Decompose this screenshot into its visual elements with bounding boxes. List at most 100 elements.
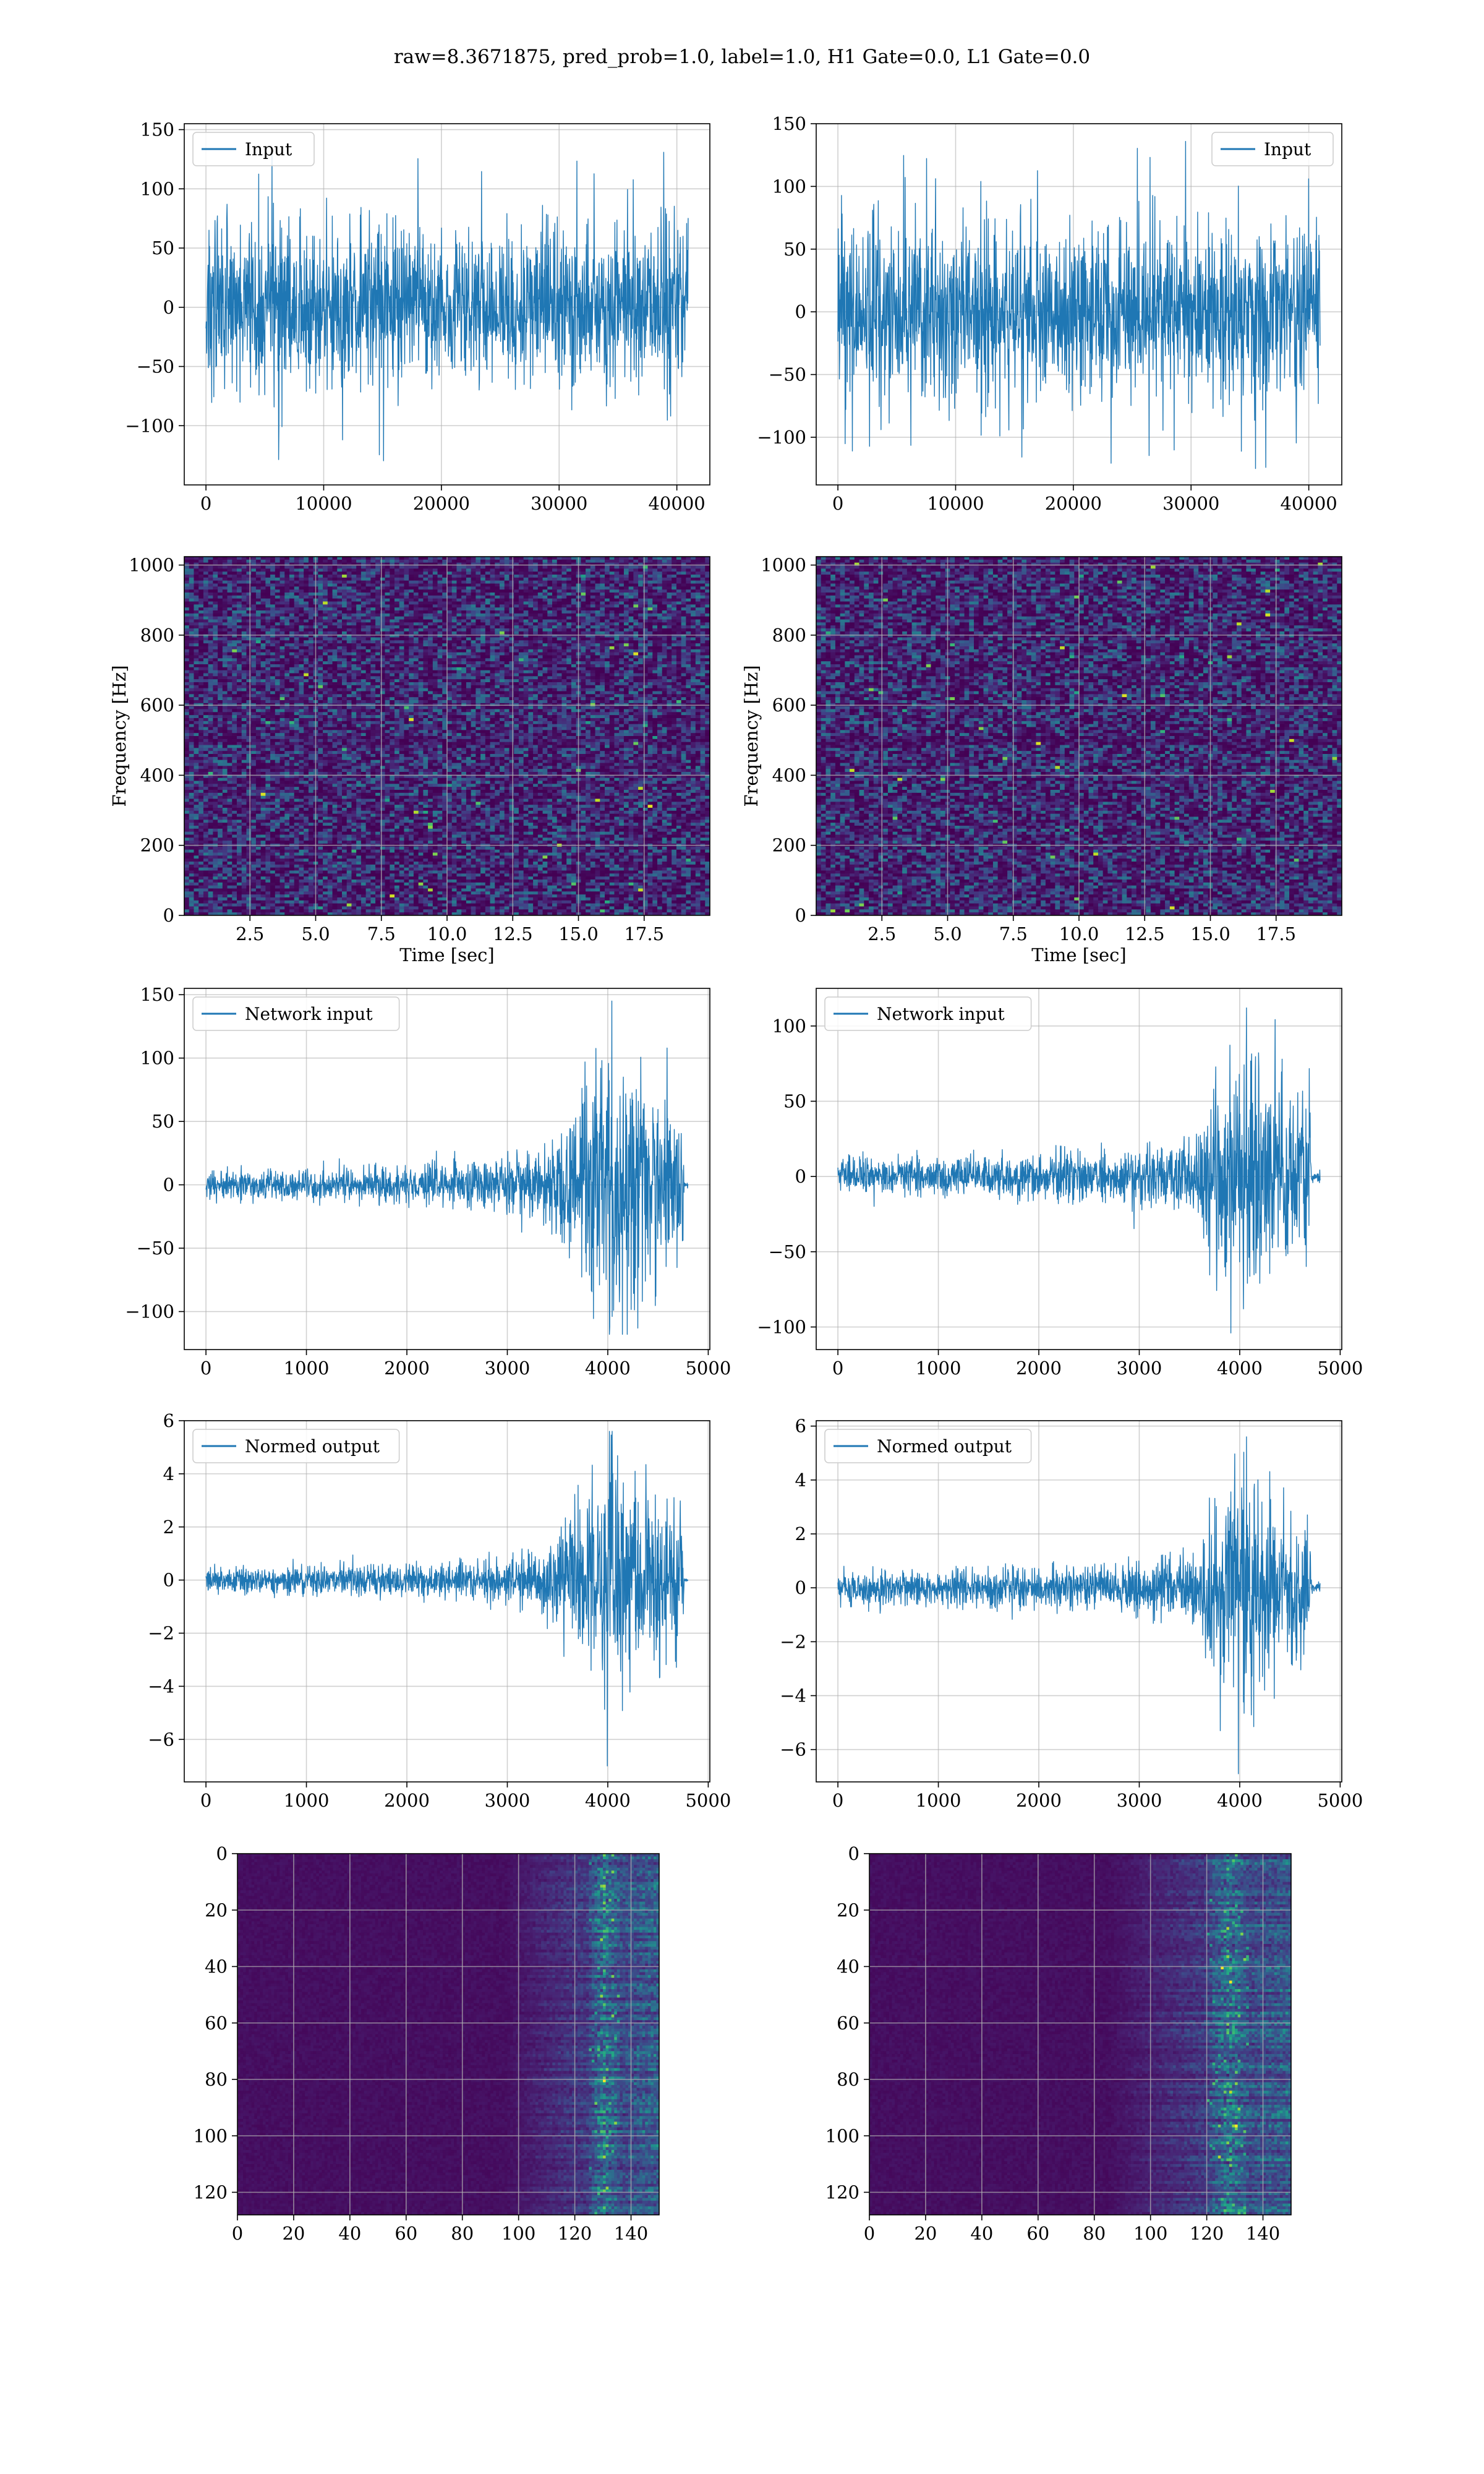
normed-output-left-ytick-label: 2 bbox=[163, 1517, 174, 1538]
normed-output-right-xtick-label: 3000 bbox=[1117, 1790, 1162, 1811]
input-left-xtick-label: 30000 bbox=[531, 493, 587, 514]
spectrogram-left-ytick-label: 0 bbox=[163, 905, 174, 926]
spectrogram-left-xtick-label: 2.5 bbox=[236, 923, 264, 944]
feature-map-right-ytick-label: 40 bbox=[837, 1956, 859, 1977]
normed-output-right-xtick-label: 5000 bbox=[1317, 1790, 1363, 1811]
feature-map-right-xtick-label: 40 bbox=[970, 2223, 993, 2244]
network-input-right-ytick-label: 100 bbox=[772, 1016, 806, 1037]
feature-map-right-ytick-label: 0 bbox=[848, 1843, 859, 1864]
network-input-left-xtick-label: 0 bbox=[200, 1358, 211, 1379]
feature-map-left-ytick-label: 120 bbox=[194, 2182, 228, 2203]
normed-output-right-ytick-label: −2 bbox=[780, 1631, 806, 1652]
feature-map-left-xtick-label: 80 bbox=[451, 2223, 474, 2244]
normed-output-right-legend-label: Normed output bbox=[877, 1436, 1012, 1457]
network-input-left-xtick-label: 4000 bbox=[585, 1358, 631, 1379]
network-input-left-legend-label: Network input bbox=[245, 1004, 373, 1024]
network-input-right-ytick-label: 0 bbox=[795, 1166, 806, 1187]
network-input-right-panel: 0 1000 2000 3000 4000 5000−100−50050100Networ… bbox=[757, 988, 1363, 1379]
normed-output-right-ytick-label: 0 bbox=[795, 1577, 806, 1598]
spectrogram-left-marks bbox=[184, 557, 710, 916]
spectrogram-right-xtick-label: 15.0 bbox=[1190, 923, 1230, 944]
normed-output-left-xtick-label: 0 bbox=[200, 1790, 211, 1811]
spectrogram-right-ytick-label: 1000 bbox=[761, 555, 806, 576]
spectrogram-right-xtick-label: 12.5 bbox=[1125, 923, 1165, 944]
normed-output-right-legend: Normed output bbox=[825, 1429, 1031, 1463]
spectrogram-left-xtick-label: 17.5 bbox=[624, 923, 664, 944]
spectrogram-right-ytick-label: 400 bbox=[772, 764, 806, 785]
spectrogram-right-xlabel: Time [sec] bbox=[1031, 944, 1126, 965]
spectrogram-right-ytick-label: 0 bbox=[795, 905, 806, 926]
input-right-ytick-label: 100 bbox=[772, 176, 806, 197]
input-left-ytick-label: 50 bbox=[151, 238, 174, 259]
spectrogram-left-ylabel: Frequency [Hz] bbox=[109, 665, 130, 807]
spectrogram-left-panel: 2.5 5.0 7.5 10.0 12.5 15.0 17.5020040060080010… bbox=[109, 555, 710, 965]
normed-output-left-ytick-label: 0 bbox=[163, 1570, 174, 1591]
network-input-right-ytick-label: −100 bbox=[757, 1317, 806, 1338]
feature-map-left-xtick-label: 100 bbox=[501, 2223, 535, 2244]
normed-output-left-ytick-label: 4 bbox=[163, 1463, 174, 1484]
feature-map-left-ytick-label: 80 bbox=[205, 2069, 228, 2090]
input-right-xtick-label: 10000 bbox=[927, 493, 984, 514]
input-right-ytick-label: −50 bbox=[769, 364, 806, 385]
spectrogram-left-xtick-label: 10.0 bbox=[427, 923, 467, 944]
network-input-right-xtick-label: 2000 bbox=[1016, 1358, 1062, 1379]
feature-map-right-xtick-label: 60 bbox=[1026, 2223, 1049, 2244]
input-right-ytick-label: −100 bbox=[757, 427, 806, 448]
feature-map-right-xtick-label: 80 bbox=[1083, 2223, 1106, 2244]
feature-map-right-ytick-label: 60 bbox=[837, 2013, 859, 2034]
input-right-xtick-label: 40000 bbox=[1280, 493, 1337, 514]
spectrogram-right-panel: 2.5 5.0 7.5 10.0 12.5 15.0 17.5020040060080010… bbox=[741, 555, 1342, 965]
input-left-legend: Input bbox=[193, 132, 314, 166]
spectrogram-right-ylabel: Frequency [Hz] bbox=[741, 665, 762, 807]
chart-panels: 0 10000 20000 30000 40000−100−50050100150Inp… bbox=[109, 113, 1363, 2244]
spectrogram-left-xtick-label: 15.0 bbox=[558, 923, 599, 944]
feature-map-right-xtick-label: 100 bbox=[1133, 2223, 1167, 2244]
network-input-right-ytick-label: −50 bbox=[769, 1241, 806, 1262]
network-input-right-ytick-label: 50 bbox=[783, 1091, 806, 1112]
network-input-right-xtick-label: 3000 bbox=[1117, 1358, 1162, 1379]
feature-map-left-xtick-label: 140 bbox=[614, 2223, 648, 2244]
spectrogram-right-xtick-label: 17.5 bbox=[1256, 923, 1296, 944]
normed-output-left-xtick-label: 2000 bbox=[384, 1790, 430, 1811]
network-input-left-xtick-label: 5000 bbox=[685, 1358, 731, 1379]
feature-map-left-marks bbox=[237, 1854, 660, 2215]
network-input-left-ytick-label: 0 bbox=[163, 1175, 174, 1196]
normed-output-left-xtick-label: 1000 bbox=[284, 1790, 330, 1811]
normed-output-left-ytick-label: 6 bbox=[163, 1410, 174, 1431]
spectrogram-left-ytick-label: 800 bbox=[140, 625, 174, 646]
normed-output-left-xtick-label: 5000 bbox=[685, 1790, 731, 1811]
input-right-panel: 0 10000 20000 30000 40000−100−50050100150Inp… bbox=[757, 113, 1342, 514]
normed-output-right-xtick-label: 0 bbox=[832, 1790, 843, 1811]
feature-map-right-marks bbox=[869, 1854, 1292, 2215]
feature-map-left-xtick-label: 60 bbox=[394, 2223, 417, 2244]
spectrogram-right-ytick-label: 800 bbox=[772, 625, 806, 646]
input-left-ytick-label: 100 bbox=[140, 178, 174, 199]
feature-map-right-xtick-label: 120 bbox=[1190, 2223, 1224, 2244]
normed-output-left-legend-label: Normed output bbox=[245, 1436, 380, 1457]
feature-map-right-ytick-label: 120 bbox=[825, 2182, 859, 2203]
feature-map-right-xtick-label: 140 bbox=[1246, 2223, 1280, 2244]
figure-title: raw=8.3671875, pred_prob=1.0, label=1.0,… bbox=[394, 46, 1090, 68]
spectrogram-left-xlabel: Time [sec] bbox=[399, 944, 494, 965]
input-right-ytick-label: 0 bbox=[795, 301, 806, 322]
input-right-ytick-label: 150 bbox=[772, 113, 806, 134]
input-right-ytick-label: 50 bbox=[783, 239, 806, 260]
feature-map-left-ytick-label: 100 bbox=[194, 2125, 228, 2146]
spectrogram-right-ytick-label: 200 bbox=[772, 835, 806, 856]
spectrogram-right-ytick-label: 600 bbox=[772, 695, 806, 716]
normed-output-right-ytick-label: −6 bbox=[780, 1739, 806, 1760]
feature-map-left-ytick-label: 0 bbox=[216, 1843, 228, 1864]
normed-output-right-ytick-label: −4 bbox=[780, 1685, 806, 1706]
spectrogram-left-ytick-label: 600 bbox=[140, 695, 174, 716]
spectrogram-right-marks bbox=[816, 557, 1342, 916]
feature-map-left-ytick-label: 20 bbox=[205, 1899, 228, 1920]
spectrogram-left-xtick-label: 5.0 bbox=[301, 923, 330, 944]
input-left-panel: 0 10000 20000 30000 40000−100−50050100150Inp… bbox=[125, 119, 710, 514]
input-left-ytick-label: 0 bbox=[163, 297, 174, 318]
network-input-left-legend: Network input bbox=[193, 997, 399, 1030]
network-input-left-ytick-label: 150 bbox=[140, 984, 174, 1005]
spectrogram-right-xtick-label: 10.0 bbox=[1059, 923, 1099, 944]
input-left-xtick-label: 20000 bbox=[413, 493, 470, 514]
